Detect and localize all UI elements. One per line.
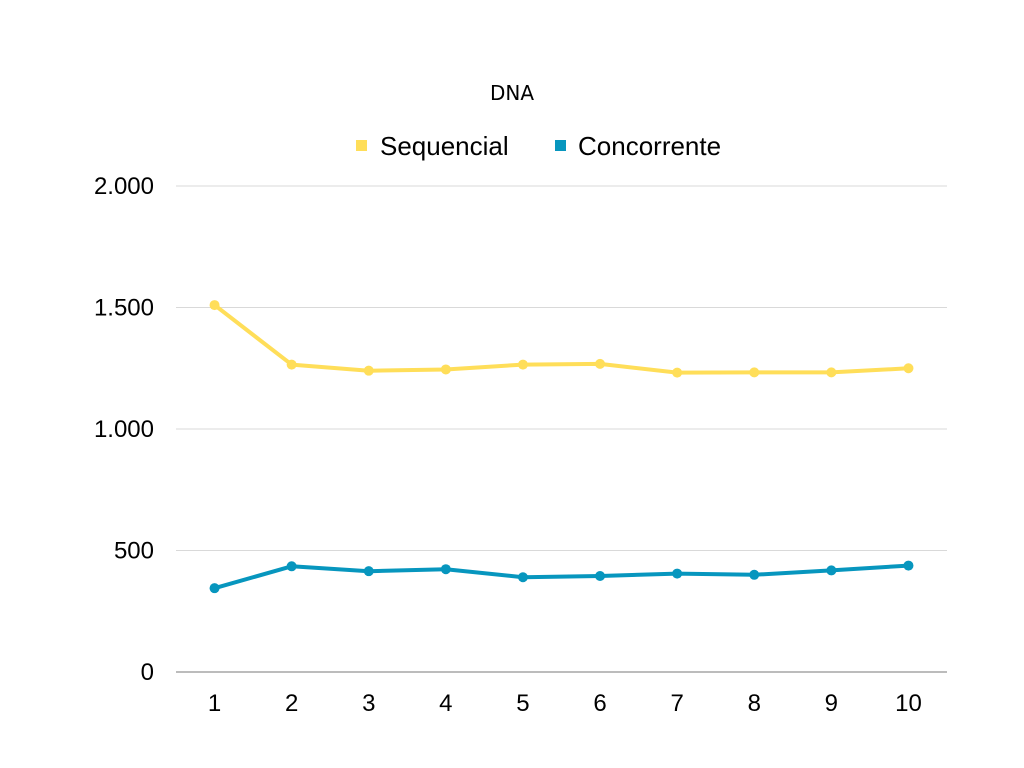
series-group	[209, 300, 914, 594]
y-tick-label: 500	[114, 538, 154, 565]
series-sequencial	[209, 300, 914, 378]
chart-title: DNA	[490, 81, 534, 105]
data-point-sequencial	[440, 364, 451, 375]
gridlines	[176, 185, 947, 673]
data-point-sequencial	[749, 367, 760, 378]
y-tick-label: 1.000	[94, 416, 154, 443]
series-line-concorrente	[212, 563, 911, 591]
x-tick-label: 1	[208, 690, 221, 717]
data-point-sequencial	[209, 300, 220, 311]
x-tick-label: 10	[895, 690, 922, 717]
y-tick-label: 2.000	[94, 173, 154, 200]
x-tick-label: 9	[825, 690, 838, 717]
x-tick-label: 3	[362, 690, 375, 717]
y-tick-label: 1.500	[94, 295, 154, 322]
data-point-concorrente	[903, 560, 914, 571]
data-point-concorrente	[672, 568, 683, 579]
legend-label-concorrente: Concorrente	[578, 131, 721, 161]
data-point-concorrente	[363, 566, 374, 577]
data-point-concorrente	[440, 564, 451, 575]
x-tick-label: 4	[439, 690, 452, 717]
legend-marker-concorrente	[555, 140, 566, 151]
series-line-sequencial	[212, 303, 911, 375]
x-tick-label: 6	[593, 690, 606, 717]
data-point-concorrente	[749, 569, 760, 580]
series-concorrente	[209, 560, 914, 594]
y-axis: 0 500 1.000 1.500 2.000	[94, 173, 154, 686]
data-point-concorrente	[209, 583, 220, 594]
data-point-sequencial	[826, 367, 837, 378]
x-tick-label: 8	[748, 690, 761, 717]
x-tick-label: 2	[285, 690, 298, 717]
data-point-sequencial	[363, 365, 374, 376]
x-tick-label: 5	[516, 690, 529, 717]
data-point-sequencial	[286, 359, 297, 370]
legend-marker-sequencial	[356, 140, 367, 151]
data-point-sequencial	[595, 358, 606, 369]
x-tick-label: 7	[670, 690, 683, 717]
data-point-sequencial	[517, 359, 528, 370]
data-point-concorrente	[826, 565, 837, 576]
legend-label-sequencial: Sequencial	[380, 131, 509, 161]
data-point-concorrente	[286, 561, 297, 572]
legend: Sequencial Concorrente	[356, 131, 721, 161]
data-point-concorrente	[517, 572, 528, 583]
data-point-sequencial	[672, 367, 683, 378]
y-tick-label: 0	[141, 659, 154, 686]
x-axis: 1 2 3 4 5 6 7 8 9 10	[208, 690, 922, 717]
data-point-sequencial	[903, 363, 914, 374]
data-point-concorrente	[595, 571, 606, 582]
